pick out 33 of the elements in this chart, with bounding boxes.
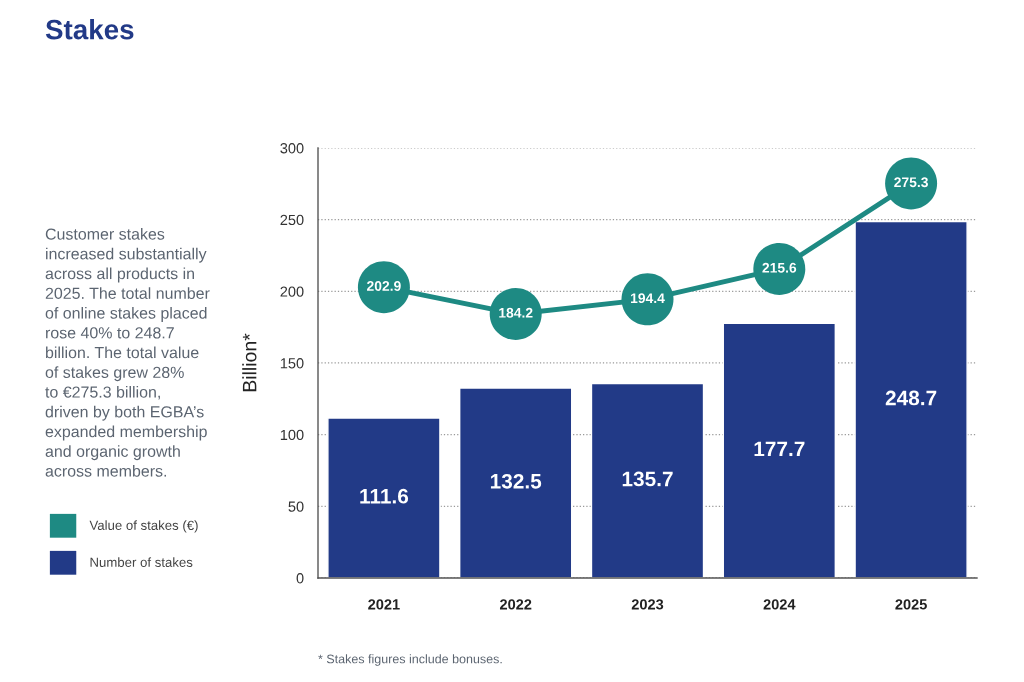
bar (590, 382, 705, 578)
bar (854, 220, 968, 578)
legend-label: Number of stakes (90, 557, 193, 567)
data-label: 135.7 (622, 471, 673, 487)
bar (327, 417, 441, 578)
y-tick-label: 300 (280, 143, 304, 154)
bar (458, 387, 573, 578)
x-tick-label: 2025 (895, 599, 927, 610)
x-tick-label: 2021 (368, 599, 400, 610)
data-label: 184.2 (499, 307, 533, 318)
x-tick-label: 2022 (499, 599, 532, 610)
text: * Stakes figures include bonuses. (318, 654, 502, 666)
y-tick-label: 50 (288, 501, 304, 512)
y-tick-label: 100 (280, 429, 304, 441)
data-label: 248.7 (885, 390, 937, 406)
data-label: 111.6 (360, 488, 409, 504)
data-label: 202.9 (367, 281, 401, 291)
text: Stakes (45, 19, 134, 40)
y-tick-label: 0 (296, 573, 304, 584)
data-label: 194.4 (631, 293, 665, 304)
bar (722, 322, 837, 578)
data-label: 132.5 (490, 473, 542, 489)
y-axis-title: Billion* (242, 333, 257, 392)
x-tick-label: 2023 (631, 599, 664, 610)
y-tick-label: 200 (280, 286, 304, 297)
y-tick-label: 150 (280, 358, 304, 369)
data-label: 215.6 (762, 262, 797, 273)
data-label: 275.3 (894, 177, 928, 188)
legend-label: Value of stakes (€) (89, 520, 198, 533)
y-tick-label: 250 (280, 214, 304, 226)
text: Customer stakes increased substantially across all products in 2025. The total number of online stakes placed rose 40% to 248.7 billion. The total value of stakes grew 28% to €275.3 billion, driven by both EGBA’s expanded membership and organic growth across members. (45, 228, 210, 477)
x-tick-label: 2024 (763, 599, 796, 610)
data-label: 177.7 (754, 441, 805, 457)
